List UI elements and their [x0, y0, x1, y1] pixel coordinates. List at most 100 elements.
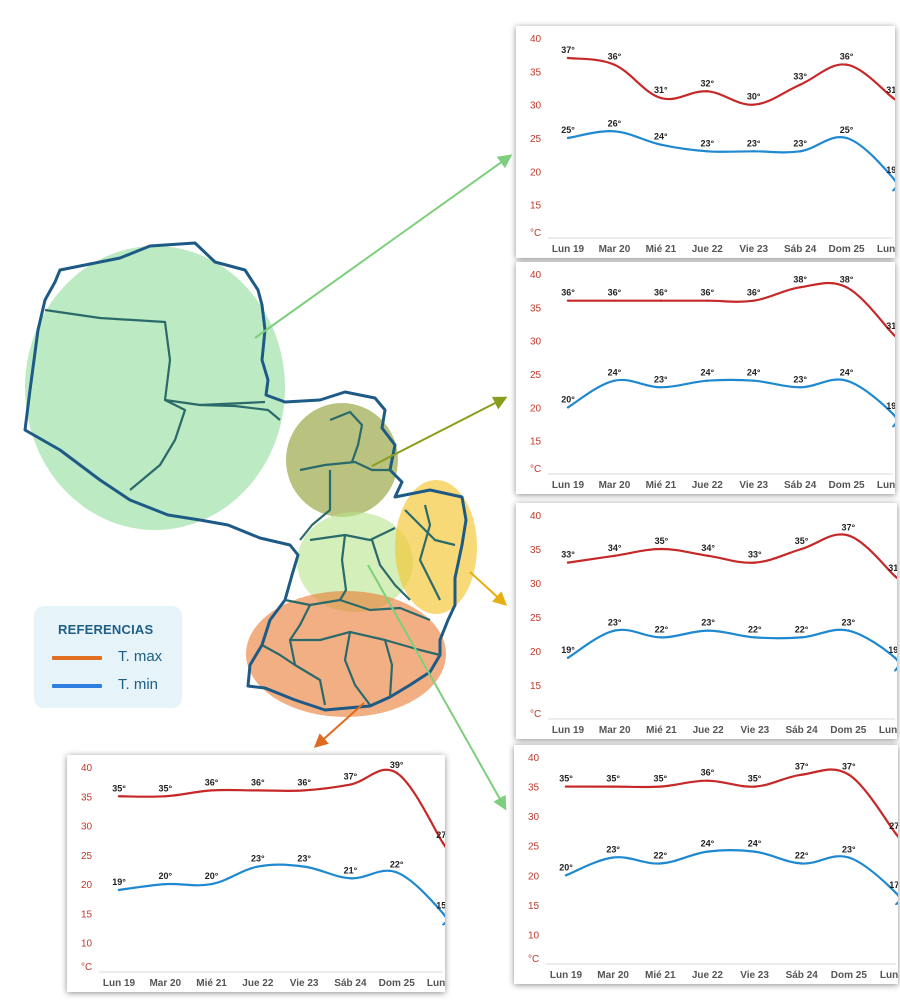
chart-northeast: 40 35 30 25 20 15 °C Lun 19 Mar 20 Mié 21 Jue 22 Vi… — [530, 270, 895, 491]
tmin-data-label: 23° — [654, 374, 668, 384]
tmax-data-point — [659, 96, 663, 100]
tmin-data-point — [613, 629, 616, 632]
tmax-data-point — [706, 554, 710, 557]
tmin-data-point — [302, 865, 306, 868]
y-tick-label: °C — [530, 228, 541, 239]
tmin-data-point — [847, 856, 851, 859]
tmin-data-point — [847, 629, 850, 632]
tmin-data-point — [706, 629, 710, 632]
tmin-swatch — [52, 684, 102, 688]
tmin-data-label: 23° — [701, 618, 715, 628]
tmin-data-point — [659, 862, 662, 865]
y-tick-label: 25 — [530, 370, 542, 381]
y-tick-label: °C — [530, 709, 541, 720]
tmax-data-label: 35° — [748, 774, 762, 784]
legend: REFERENCIAS T. max T. min — [34, 606, 182, 708]
x-tick-label: Vie 23 — [739, 244, 768, 255]
y-tick-label: 30 — [528, 812, 540, 823]
x-tick-label: Sáb 24 — [784, 244, 817, 255]
y-tick-label: °C — [530, 464, 541, 475]
tmax-data-point — [706, 299, 709, 302]
tmin-data-point — [659, 143, 663, 146]
tmin-data-label: 24° — [700, 368, 714, 378]
tmin-data-label: 26° — [608, 118, 622, 128]
northeast-arrow — [371, 396, 508, 467]
tmin-data-label: 19° — [561, 645, 575, 655]
tmax-data-label: 39° — [390, 760, 404, 770]
tmax-data-point — [800, 547, 803, 551]
tmin-data-point — [891, 412, 895, 416]
x-tick-label: Mié 21 — [646, 725, 677, 736]
y-tick-label: 35 — [530, 67, 542, 78]
tmax-data-point — [256, 789, 260, 792]
tmin-data-point — [613, 379, 616, 382]
chart-panel-south: 40 35 30 25 20 15 10 °C Lun 19 Mar 20 Mié 21 Jue 22… — [67, 755, 445, 992]
tmax-data-label: 35° — [653, 774, 667, 784]
tmin-data-point — [441, 912, 445, 915]
tmax-data-label: 36° — [297, 777, 311, 787]
tmin-data-label: 20° — [561, 394, 575, 404]
tmin-data-label: 15° — [436, 900, 445, 910]
tmax-data-label: 37° — [842, 762, 856, 772]
legend-label-tmax: T. max — [118, 648, 163, 665]
tmax-data-point — [798, 83, 802, 86]
x-tick-label: Lun 26 — [427, 978, 445, 989]
tmax-data-point — [117, 795, 121, 798]
tmin-data-label: 19° — [888, 645, 897, 655]
x-tick-label: Vie 23 — [740, 970, 769, 981]
y-tick-label: 10 — [528, 930, 540, 941]
tmin-data-label: 22° — [748, 624, 762, 634]
tmin-data-point — [566, 656, 570, 659]
tmax-data-point — [752, 299, 755, 302]
y-tick-label: 25 — [528, 842, 540, 853]
tmin-data-label: 23° — [793, 374, 807, 384]
tmax-data-point — [847, 534, 850, 537]
tmin-data-label: 21° — [344, 865, 358, 875]
tmin-data-label: 24° — [840, 368, 854, 378]
chaco-region-highlight — [25, 246, 285, 530]
tmax-data-point — [893, 575, 897, 578]
tmin-data-label: 19° — [886, 401, 895, 411]
tmin-data-label: 22° — [655, 624, 669, 634]
y-tick-label: 40 — [530, 34, 542, 45]
x-tick-label: Dom 25 — [379, 978, 416, 989]
tmax-data-point — [395, 771, 398, 775]
x-tick-label: Sáb 24 — [334, 978, 367, 989]
x-tick-label: Lun 19 — [550, 970, 583, 981]
tmax-data-point — [566, 299, 570, 302]
x-tick-label: Lun 26 — [877, 244, 895, 255]
tmin-data-label: 23° — [251, 854, 265, 864]
x-tick-label: Sáb 24 — [784, 480, 817, 491]
tmax-data-point — [753, 561, 757, 564]
y-tick-label: 10 — [81, 939, 93, 950]
south-arrow — [313, 702, 365, 748]
tmax-data-label: 37° — [841, 522, 855, 532]
y-tick-label: 40 — [528, 753, 540, 764]
tmax-data-point — [659, 299, 663, 302]
tmin-data-label: 24° — [748, 839, 762, 849]
tmax-data-point — [564, 785, 568, 788]
x-tick-label: Sáb 24 — [786, 970, 819, 981]
tmax-data-label: 33° — [561, 550, 575, 560]
tmin-data-label: 20° — [205, 871, 219, 881]
tmin-data-point — [893, 656, 897, 659]
tmin-data-point — [753, 636, 757, 639]
tmax-data-label: 36° — [747, 288, 761, 298]
tmax-data-point — [894, 832, 898, 836]
chart-east: 40 35 30 25 20 15 °C Lun 19 Mar 20 Mié 21 Jue 22 Vi… — [530, 511, 897, 736]
chart-central: 40 35 30 25 20 15 10 °C Lun 19 Mar 20 Mié 21 Jue 22… — [528, 753, 898, 981]
tmax-data-label: 36° — [608, 288, 622, 298]
x-tick-label: Lun 26 — [880, 970, 898, 981]
east-arrow — [469, 571, 508, 606]
tmin-series-line — [567, 378, 895, 428]
x-tick-label: Jue 22 — [693, 725, 725, 736]
tmax-data-point — [753, 785, 756, 788]
tmax-data-label: 27° — [436, 830, 445, 840]
chart-chaco: 40 35 30 25 20 15 °C Lun 19 Mar 20 Mié 21 Jue 22 Vi… — [530, 34, 895, 255]
tmin-data-point — [752, 150, 755, 153]
x-tick-label: Mar 20 — [149, 978, 181, 989]
tmin-data-point — [706, 150, 709, 153]
tmax-swatch — [52, 656, 102, 660]
tmax-data-label: 36° — [608, 52, 622, 62]
